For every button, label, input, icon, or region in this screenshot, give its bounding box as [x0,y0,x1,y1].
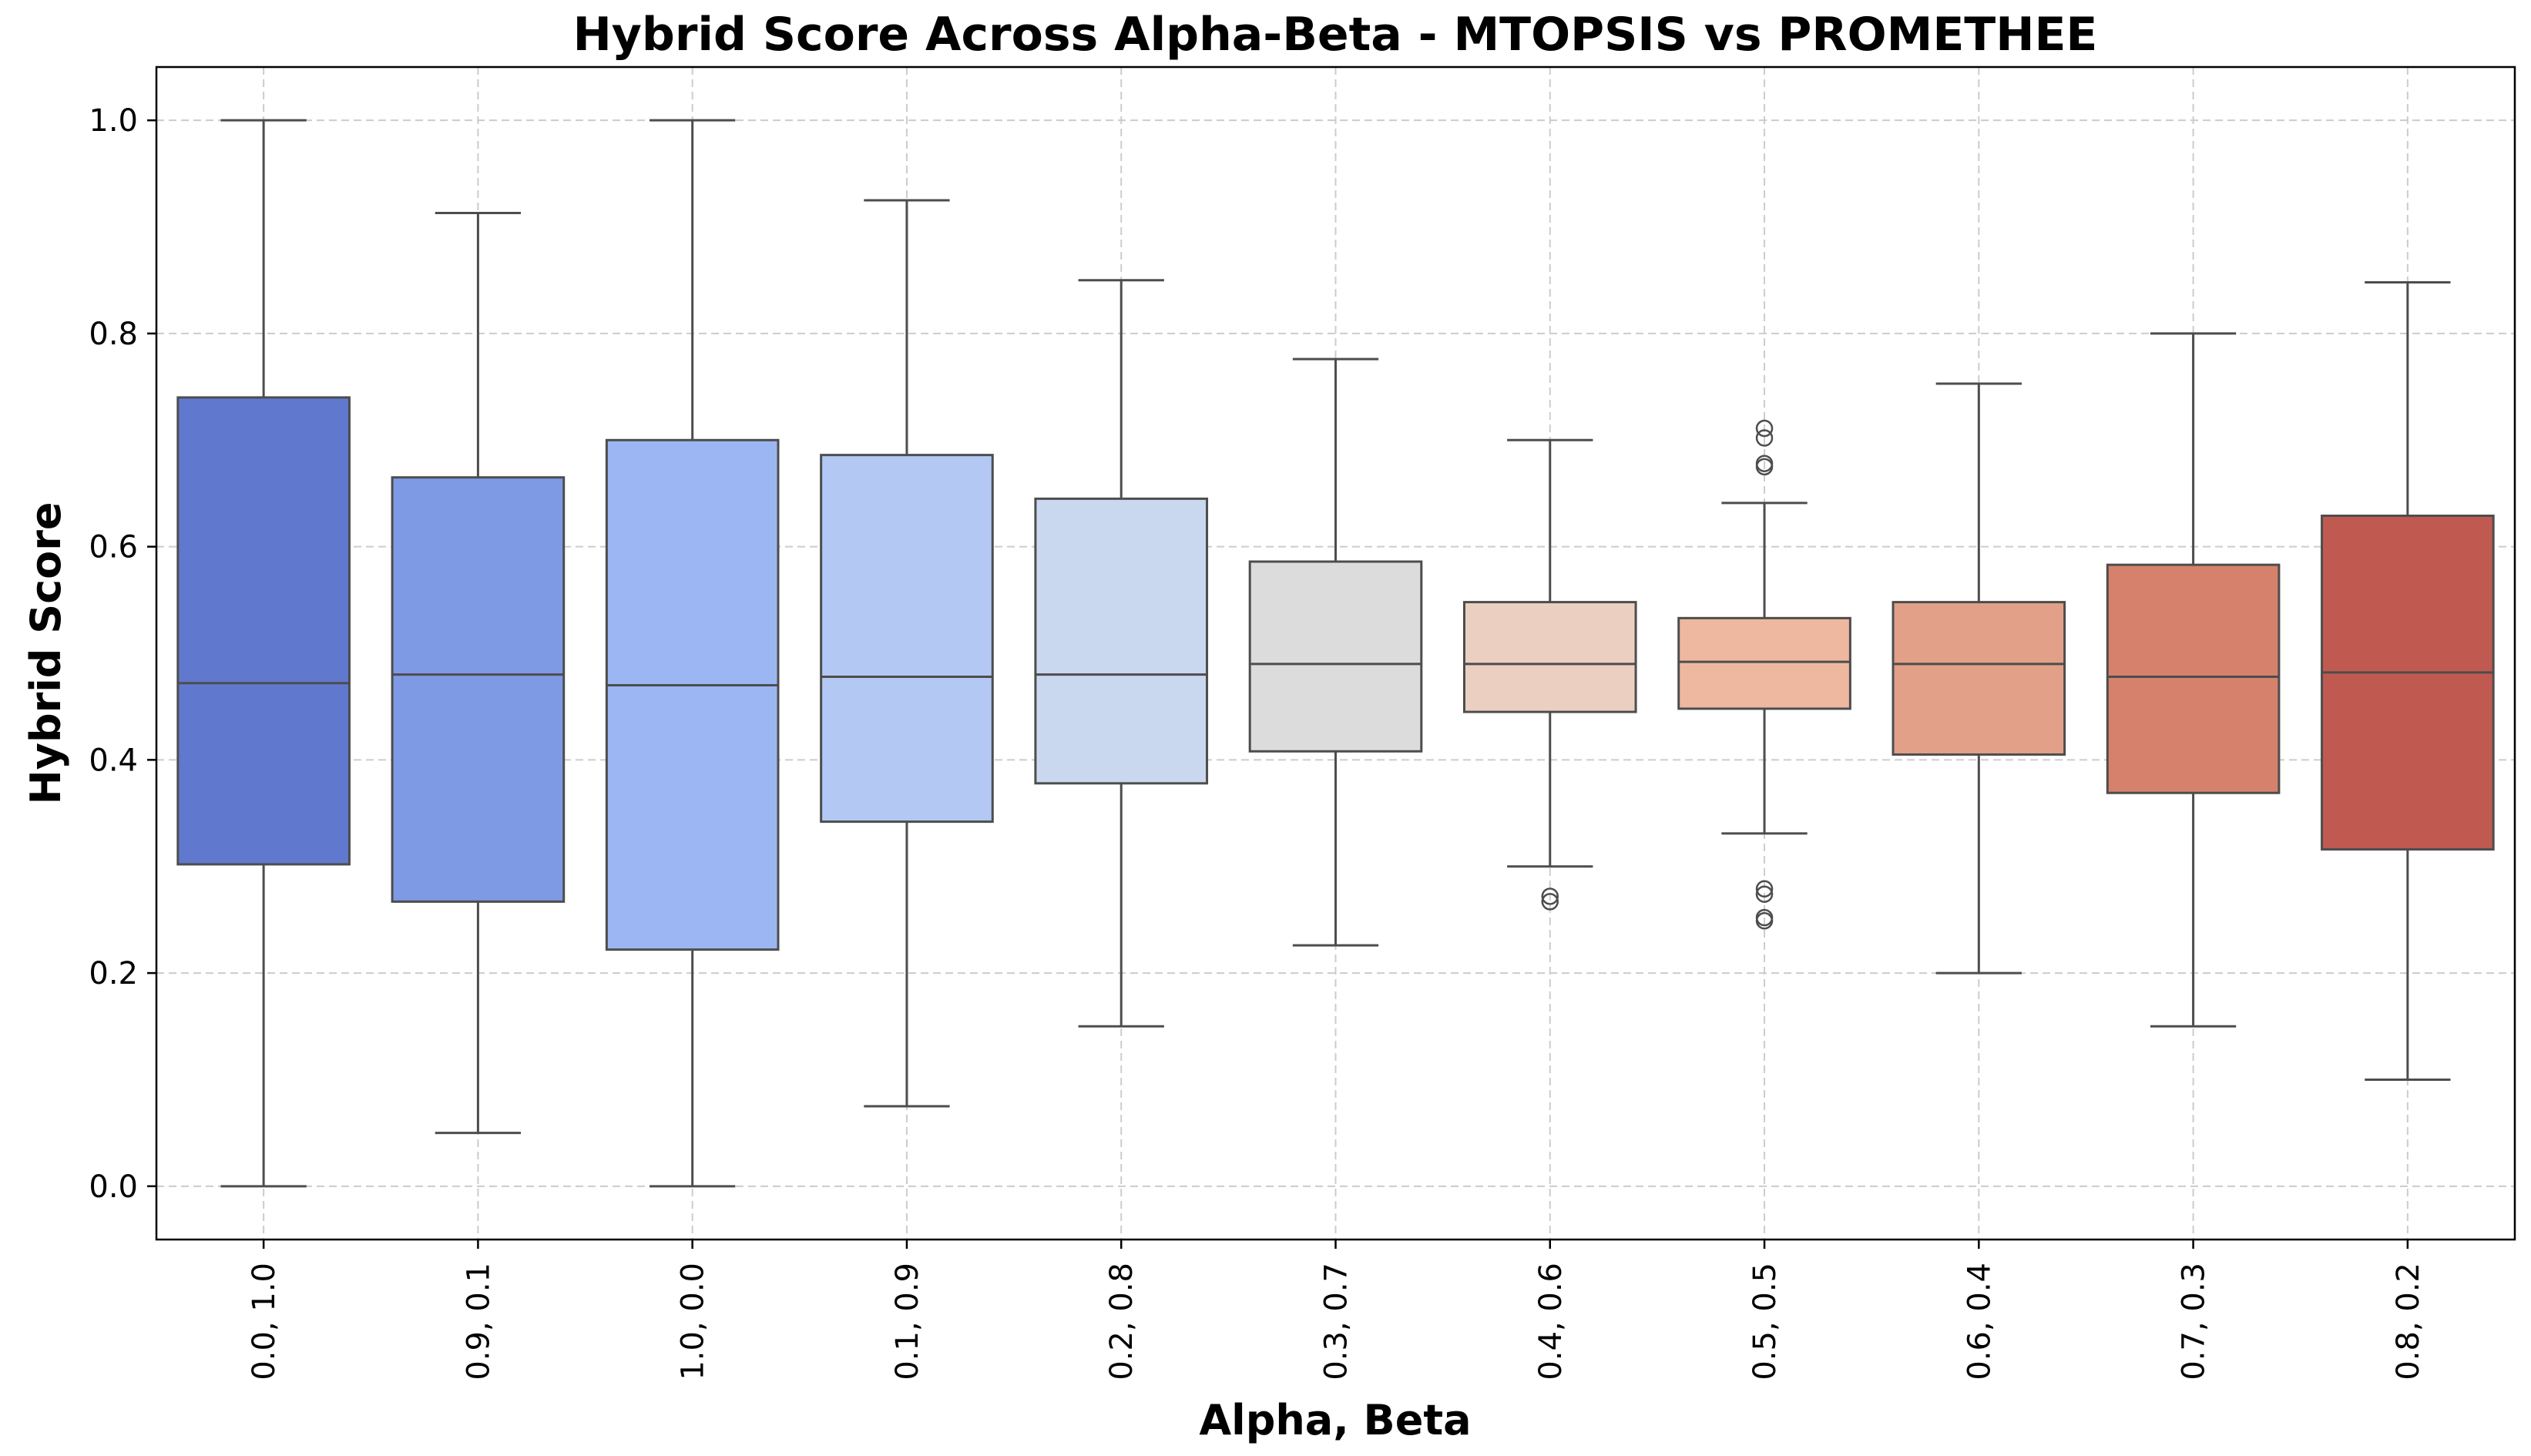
x-tick-label: 0.7, 0.3 [2177,1263,2212,1381]
x-axis: 0.0, 1.0 0.9, 0.1 1.0, 0.0 0.1, 0.9 0.2, 0.8… [247,1240,2426,1381]
outlier-point [1755,458,1774,476]
box-body [605,438,780,951]
box-group [1892,382,2066,975]
box-group [1248,357,1423,947]
x-tick-label: 0.8, 0.2 [2391,1263,2426,1381]
box-group [1677,419,1851,930]
x-tick-label: 0.3, 0.7 [1319,1263,1354,1381]
x-tick-label: 0.4, 0.6 [1533,1263,1569,1381]
y-tick-label: 0.6 [89,530,138,565]
outlier-point [1755,885,1774,903]
x-tick-label: 0.5, 0.5 [1747,1263,1783,1381]
box-body [176,396,351,866]
box-body [1677,616,1851,710]
outlier-point [1755,419,1774,438]
box-body [1462,601,1637,713]
x-axis-title: Alpha, Beta [1199,1396,1471,1444]
outlier-point [1755,880,1774,898]
y-tick-label: 0.4 [89,743,138,778]
boxes-layer [176,119,2495,1188]
x-tick-label: 0.2, 0.8 [1104,1263,1140,1381]
x-tick-label: 0.1, 0.9 [890,1263,925,1381]
outlier-point [1755,429,1774,447]
x-tick-label: 0.9, 0.1 [461,1263,496,1381]
box-body [2321,515,2495,851]
y-axis-title: Hybrid Score [22,502,70,805]
outlier-point [1755,912,1774,930]
box-group [2106,332,2281,1028]
outlier-point [1541,893,1559,911]
box-body [2106,563,2281,794]
box-body [1248,560,1423,753]
box-group [176,119,351,1188]
box-body [820,454,994,824]
outlier-point [1541,887,1559,905]
y-tick-label: 0.2 [89,956,138,991]
box-body [391,476,566,903]
y-tick-label: 0.8 [89,317,138,352]
x-tick-label: 1.0, 0.0 [676,1263,711,1381]
box-group [820,199,994,1108]
box-group [2321,280,2495,1081]
box-group [1034,279,1209,1028]
box-group [605,119,780,1188]
box-group [1462,438,1637,911]
box-body [1034,497,1209,785]
x-tick-label: 0.0, 1.0 [247,1263,282,1381]
y-tick-label: 1.0 [89,103,138,139]
y-axis: 0.0 0.2 0.4 0.6 0.8 1.0 [89,103,156,1205]
box-group [391,212,566,1135]
x-tick-label: 0.6, 0.4 [1962,1263,1997,1381]
box-body [1892,601,2066,756]
chart-title: Hybrid Score Across Alpha-Beta - MTOPSIS… [573,8,2098,62]
y-tick-label: 0.0 [89,1169,138,1205]
